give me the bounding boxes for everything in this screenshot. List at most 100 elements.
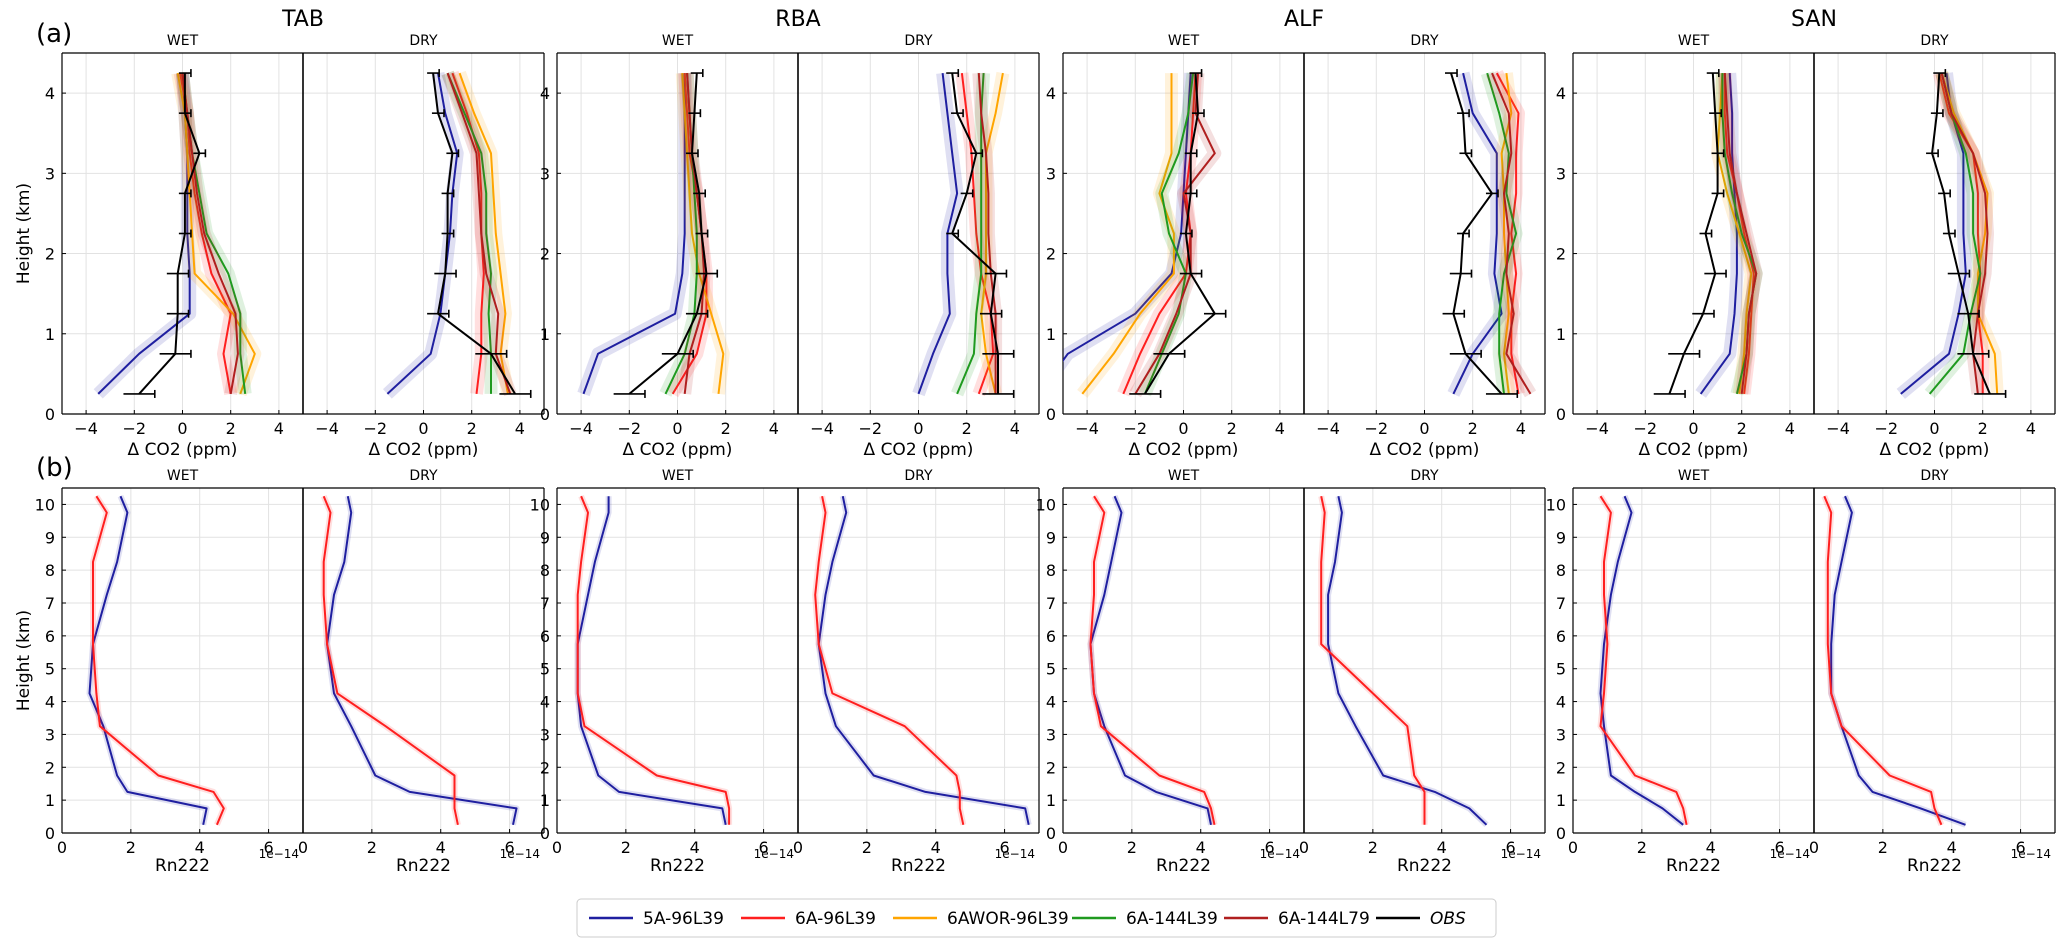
x-tick-label: −2 bbox=[859, 419, 883, 438]
x-tick-label: 4 bbox=[1706, 838, 1716, 857]
x-axis-label: Rn222 bbox=[155, 856, 210, 876]
y-tick-label: 2 bbox=[540, 245, 550, 264]
y-tick-label: 8 bbox=[1556, 561, 1566, 580]
x-scale-label: 1e−14 bbox=[1260, 847, 1300, 861]
y-tick-label: 7 bbox=[540, 594, 550, 613]
subplot-b-rba-dry: DRY 0 2 4 6 Rn222 1e−14 bbox=[793, 468, 1040, 876]
x-tick-label: −4 bbox=[1316, 419, 1340, 438]
x-scale-label: 1e−14 bbox=[754, 847, 794, 861]
series-line-5a-96l39 bbox=[1830, 495, 1966, 826]
series-line-6awor-96l39 bbox=[980, 72, 1004, 395]
series-group bbox=[812, 495, 1032, 826]
y-tick-label: 4 bbox=[540, 693, 550, 712]
x-tick-label: −4 bbox=[1075, 419, 1099, 438]
condition-title: WET bbox=[662, 33, 694, 49]
subplot-b-rba-wet: WET 0 2 4 6 Rn222 1e−14 0 1 2 3 4 5 6 7 8 9 10 bbox=[530, 468, 798, 876]
y-tick-label: 8 bbox=[1046, 561, 1056, 580]
x-tick-label: 0 bbox=[1419, 419, 1429, 438]
series-line-6a-96l39 bbox=[960, 72, 995, 395]
legend-item-5a-96l39: 5A-96L39 bbox=[589, 909, 724, 929]
x-tick-label: 6 bbox=[1774, 838, 1784, 857]
series-line-5a-96l39 bbox=[326, 495, 518, 826]
subplot-b-alf-dry: DRY 0 2 4 6 Rn222 1e−14 bbox=[1299, 468, 1546, 876]
series-line-6a-144l39 bbox=[1143, 72, 1195, 395]
x-tick-label: 0 bbox=[1178, 419, 1188, 438]
x-tick-label: 0 bbox=[1568, 838, 1578, 857]
series-line-5a-96l39 bbox=[1327, 495, 1488, 826]
x-tick-label: 4 bbox=[1947, 838, 1957, 857]
site-title-tab: TAB bbox=[281, 7, 324, 32]
x-axis-label: Δ CO2 (ppm) bbox=[1639, 440, 1749, 460]
series-line-6a-96l39 bbox=[1320, 495, 1426, 825]
legend-label: 6A-144L39 bbox=[1126, 909, 1218, 929]
spread-band-5a-96l39 bbox=[1828, 495, 1967, 828]
series-group bbox=[1821, 495, 1967, 828]
y-tick-label: 4 bbox=[1046, 693, 1056, 712]
x-tick-label: −2 bbox=[1124, 419, 1148, 438]
x-tick-label: 0 bbox=[913, 419, 923, 438]
y-tick-label: 0 bbox=[45, 405, 55, 424]
condition-title: DRY bbox=[904, 33, 933, 49]
series-group bbox=[577, 69, 730, 398]
condition-title: WET bbox=[1168, 33, 1200, 49]
series-group bbox=[1442, 69, 1537, 398]
legend-item-obs: OBS bbox=[1376, 909, 1466, 929]
x-tick-label: 2 bbox=[1468, 419, 1478, 438]
y-tick-label: 3 bbox=[1556, 725, 1566, 744]
x-tick-label: −2 bbox=[1875, 419, 1899, 438]
x-tick-label: 0 bbox=[1809, 838, 1819, 857]
condition-title: WET bbox=[662, 468, 694, 484]
series-line-6a-144l79 bbox=[1491, 72, 1532, 395]
y-tick-label: 4 bbox=[1556, 693, 1566, 712]
series-line-6a-144l79 bbox=[1723, 73, 1758, 395]
x-tick-label: 4 bbox=[515, 419, 525, 438]
spread-band-5a-96l39 bbox=[577, 73, 692, 397]
x-axis-label: Rn222 bbox=[891, 856, 946, 876]
x-tick-label: 4 bbox=[1010, 419, 1020, 438]
subplot-a-san-wet: WET −4 −2 0 2 4 Δ CO2 (ppm) 0 1 2 3 4 bbox=[1556, 33, 1814, 460]
legend-label: 6A-144L79 bbox=[1278, 909, 1370, 929]
y-tick-label: 10 bbox=[1546, 495, 1566, 514]
series-group bbox=[1063, 69, 1227, 398]
series-line-6a-96l39 bbox=[92, 495, 225, 826]
x-axis-label: Δ CO2 (ppm) bbox=[1370, 440, 1480, 460]
series-line-6a-96l39 bbox=[576, 495, 731, 825]
x-axis-label: Δ CO2 (ppm) bbox=[1880, 440, 1990, 460]
spread-band-5a-96l39 bbox=[86, 495, 210, 826]
spread-band-5a-96l39 bbox=[1325, 495, 1489, 827]
series-line-6a-144l39 bbox=[446, 72, 492, 394]
x-tick-label: 6 bbox=[999, 838, 1009, 857]
series-group bbox=[320, 495, 520, 826]
y-tick-label: 1 bbox=[540, 791, 550, 810]
x-tick-label: 2 bbox=[1227, 419, 1237, 438]
y-tick-label: 6 bbox=[1046, 627, 1056, 646]
x-axis-label: Rn222 bbox=[396, 856, 451, 876]
x-axis-label: Rn222 bbox=[1156, 856, 1211, 876]
condition-title: WET bbox=[1678, 468, 1710, 484]
y-tick-label: 10 bbox=[1036, 495, 1056, 514]
y-tick-label: 7 bbox=[1556, 594, 1566, 613]
subplot-b-alf-wet: WET 0 2 4 6 Rn222 1e−14 0 1 2 3 4 5 6 7 8 9 10 bbox=[1036, 468, 1304, 876]
x-axis-label: Rn222 bbox=[650, 856, 705, 876]
series-line-6a-144l79 bbox=[1940, 72, 1989, 395]
x-axis-label: Δ CO2 (ppm) bbox=[623, 440, 733, 460]
subplot-a-san-dry: DRY −4 −2 0 2 4 Δ CO2 (ppm) bbox=[1813, 33, 2056, 460]
y-tick-label: 1 bbox=[1046, 791, 1056, 810]
panel-a-label: (a) bbox=[36, 19, 72, 49]
legend-box bbox=[576, 898, 1497, 938]
y-tick-label: 2 bbox=[1046, 245, 1056, 264]
y-tick-label: 2 bbox=[1046, 758, 1056, 777]
x-tick-label: 4 bbox=[1516, 419, 1526, 438]
y-tick-label: 8 bbox=[540, 561, 550, 580]
x-tick-label: 0 bbox=[418, 419, 428, 438]
legend-label: 5A-96L39 bbox=[643, 909, 724, 929]
x-tick-label: 6 bbox=[1505, 838, 1515, 857]
x-tick-label: 4 bbox=[1437, 838, 1447, 857]
y-axis-label: Height (km) bbox=[14, 610, 34, 711]
series-group bbox=[382, 69, 532, 399]
series-line-5a-96l39 bbox=[817, 495, 1030, 826]
y-tick-label: 1 bbox=[45, 325, 55, 344]
series-line-6a-96l39 bbox=[1723, 73, 1755, 395]
series-line-6a-96l39 bbox=[322, 495, 459, 826]
x-tick-label: 6 bbox=[504, 838, 514, 857]
